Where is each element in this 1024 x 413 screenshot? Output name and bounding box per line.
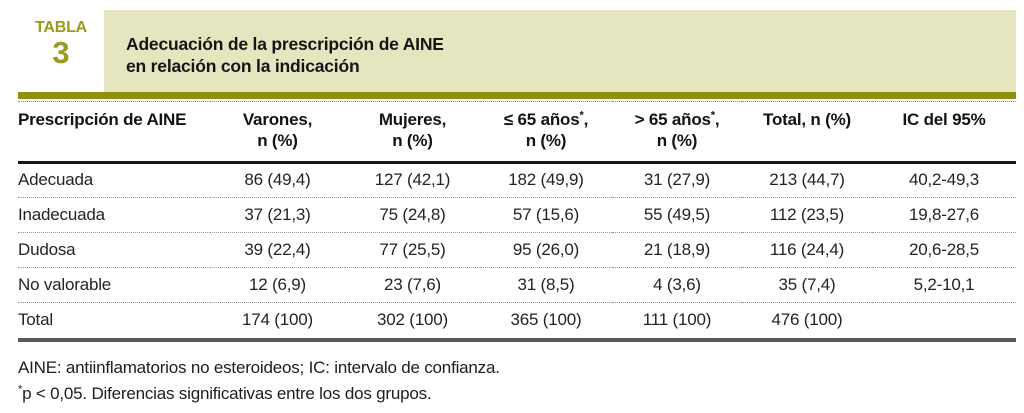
column-header-total: Total, n (%)	[742, 100, 872, 164]
table-row-no-valorable: No valorable 12 (6,9) 23 (7,6) 31 (8,5) …	[18, 267, 1016, 303]
significance-asterisk: *	[579, 109, 584, 122]
footnote-abbreviations: AINE: antiinflamatorios no esteroideos; …	[18, 358, 500, 378]
table-title-line1: Adecuación de la prescripción de AINE	[126, 34, 444, 54]
cell-ic95: 20,6-28,5	[872, 232, 1016, 268]
cell-ic95: 5,2-10,1	[872, 267, 1016, 303]
column-header-varones: Varones, n (%)	[210, 100, 345, 164]
column-header-sublabel: n (%)	[392, 131, 433, 151]
cell-mujeres: 302 (100)	[345, 302, 480, 343]
cell-gt65: 4 (3,6)	[612, 267, 742, 303]
table-footnotes: AINE: antiinflamatorios no esteroideos; …	[18, 355, 1024, 406]
row-label: Total	[18, 302, 210, 343]
cell-gt65: 21 (18,9)	[612, 232, 742, 268]
accent-bar	[18, 91, 1016, 99]
column-header-label: Varones,	[242, 109, 313, 129]
cell-mujeres: 127 (42,1)	[345, 162, 480, 198]
significance-asterisk: *	[18, 382, 23, 395]
significance-asterisk: *	[710, 109, 715, 122]
row-label: Adecuada	[18, 162, 210, 198]
cell-gt65: 111 (100)	[612, 302, 742, 343]
cell-le65: 57 (15,6)	[480, 197, 612, 233]
table-row-dudosa: Dudosa 39 (22,4) 77 (25,5) 95 (26,0) 21 …	[18, 232, 1016, 268]
cell-ic95: 40,2-49,3	[872, 162, 1016, 198]
cell-total: 35 (7,4)	[742, 267, 872, 303]
column-header-label: Mujeres,	[378, 109, 447, 129]
column-header-gt65: > 65 años*, n (%)	[612, 100, 742, 164]
data-table: Prescripción de AINE Varones, n (%) Muje…	[18, 100, 1016, 343]
cell-mujeres: 23 (7,6)	[345, 267, 480, 303]
column-header-label: Prescripción de AINE	[18, 109, 187, 129]
cell-varones: 39 (22,4)	[210, 232, 345, 268]
column-header-comma: ,	[583, 109, 589, 129]
cell-varones: 174 (100)	[210, 302, 345, 343]
cell-mujeres: 75 (24,8)	[345, 197, 480, 233]
footnote-significance-text: p < 0,05. Diferencias significativas ent…	[22, 383, 432, 403]
table-header-band: TABLA 3 Adecuación de la prescripción de…	[18, 10, 1016, 92]
table-number: 3	[52, 34, 70, 70]
table-kicker: TABLA	[34, 19, 88, 36]
column-header-prescripcion: Prescripción de AINE	[18, 100, 210, 164]
cell-total: 112 (23,5)	[742, 197, 872, 233]
cell-mujeres: 77 (25,5)	[345, 232, 480, 268]
table-title-line2: en relación con la indicación	[126, 56, 360, 77]
cell-varones: 37 (21,3)	[210, 197, 345, 233]
column-header-sublabel: n (%)	[525, 131, 567, 151]
column-header-mujeres: Mujeres, n (%)	[345, 100, 480, 164]
table-row-adecuada: Adecuada 86 (49,4) 127 (42,1) 182 (49,9)…	[18, 162, 1016, 198]
cell-varones: 86 (49,4)	[210, 162, 345, 198]
column-header-label: IC del 95%	[902, 109, 986, 129]
cell-total: 476 (100)	[742, 302, 872, 343]
column-header-label: Total, n (%)	[763, 109, 851, 129]
cell-total: 213 (44,7)	[742, 162, 872, 198]
footnote-significance: *p < 0,05. Diferencias significativas en…	[18, 381, 1024, 407]
table-number-label: TABLA 3	[18, 10, 104, 92]
column-header-label: ≤ 65 años	[503, 109, 580, 129]
cell-le65: 95 (26,0)	[480, 232, 612, 268]
column-header-ic95: IC del 95%	[872, 100, 1016, 164]
column-header-row: Prescripción de AINE Varones, n (%) Muje…	[18, 100, 1016, 164]
table-row-total: Total 174 (100) 302 (100) 365 (100) 111 …	[18, 302, 1016, 343]
cell-gt65: 31 (27,9)	[612, 162, 742, 198]
row-label: Dudosa	[18, 232, 210, 268]
table-title-box: Adecuación de la prescripción de AINE en…	[104, 10, 1016, 92]
column-header-comma: ,	[714, 109, 720, 129]
cell-total: 116 (24,4)	[742, 232, 872, 268]
column-header-sublabel: n (%)	[656, 131, 698, 151]
cell-le65: 31 (8,5)	[480, 267, 612, 303]
cell-ic95	[872, 302, 1016, 343]
cell-le65: 365 (100)	[480, 302, 612, 343]
table-row-inadecuada: Inadecuada 37 (21,3) 75 (24,8) 57 (15,6)…	[18, 197, 1016, 233]
cell-gt65: 55 (49,5)	[612, 197, 742, 233]
cell-ic95: 19,8-27,6	[872, 197, 1016, 233]
row-label: No valorable	[18, 267, 210, 303]
column-header-sublabel: n (%)	[257, 131, 298, 151]
column-header-label: > 65 años	[634, 109, 711, 129]
column-header-le65: ≤ 65 años*, n (%)	[480, 100, 612, 164]
cell-varones: 12 (6,9)	[210, 267, 345, 303]
row-label: Inadecuada	[18, 197, 210, 233]
cell-le65: 182 (49,9)	[480, 162, 612, 198]
